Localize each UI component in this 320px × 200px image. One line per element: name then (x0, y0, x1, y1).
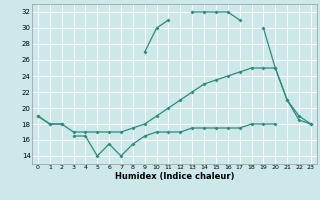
X-axis label: Humidex (Indice chaleur): Humidex (Indice chaleur) (115, 172, 234, 181)
